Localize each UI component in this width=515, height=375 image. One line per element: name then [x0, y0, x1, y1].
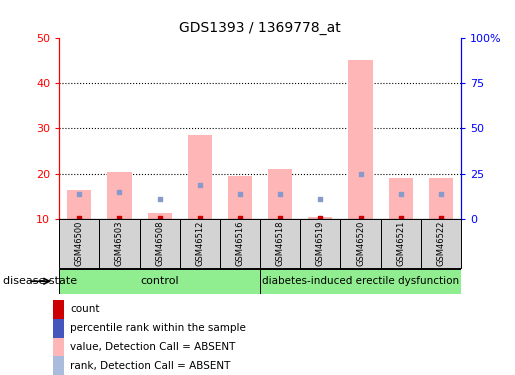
- Point: [156, 196, 164, 202]
- Point: [276, 191, 284, 197]
- Bar: [340, 219, 381, 268]
- Text: value, Detection Call = ABSENT: value, Detection Call = ABSENT: [70, 342, 235, 352]
- Text: GSM46521: GSM46521: [396, 221, 405, 266]
- Text: GSM46508: GSM46508: [155, 221, 164, 267]
- Point: [316, 216, 324, 222]
- Point: [276, 216, 284, 222]
- Point: [316, 196, 324, 202]
- Bar: [308, 217, 332, 219]
- Bar: [421, 219, 461, 268]
- Text: GSM46518: GSM46518: [276, 221, 285, 267]
- Text: rank, Detection Call = ABSENT: rank, Detection Call = ABSENT: [70, 361, 230, 370]
- Bar: [300, 219, 340, 268]
- Bar: [53, 300, 64, 319]
- Point: [356, 171, 365, 177]
- Bar: [260, 268, 461, 294]
- Text: GSM46512: GSM46512: [195, 221, 204, 266]
- Text: diabetes-induced erectile dysfunction: diabetes-induced erectile dysfunction: [262, 276, 459, 286]
- Point: [397, 191, 405, 197]
- Bar: [53, 319, 64, 338]
- Bar: [140, 219, 180, 268]
- Bar: [59, 219, 99, 268]
- Bar: [99, 219, 140, 268]
- Point: [75, 216, 83, 222]
- Text: percentile rank within the sample: percentile rank within the sample: [70, 323, 246, 333]
- Point: [115, 216, 124, 222]
- Point: [236, 216, 244, 222]
- Bar: [188, 135, 212, 219]
- Bar: [381, 219, 421, 268]
- Point: [437, 191, 445, 197]
- Bar: [180, 219, 220, 268]
- Bar: [148, 213, 171, 219]
- Point: [75, 191, 83, 197]
- Point: [196, 182, 204, 188]
- Bar: [268, 170, 292, 219]
- Bar: [59, 268, 260, 294]
- Bar: [67, 190, 91, 219]
- Title: GDS1393 / 1369778_at: GDS1393 / 1369778_at: [179, 21, 341, 35]
- Bar: [389, 178, 413, 219]
- Text: disease state: disease state: [3, 276, 77, 286]
- Bar: [228, 176, 252, 219]
- Bar: [220, 219, 260, 268]
- Bar: [53, 338, 64, 356]
- Point: [236, 191, 244, 197]
- Point: [196, 216, 204, 222]
- Text: GSM46522: GSM46522: [436, 221, 445, 266]
- Text: count: count: [70, 304, 99, 314]
- Point: [115, 189, 124, 195]
- Text: control: control: [140, 276, 179, 286]
- Bar: [260, 219, 300, 268]
- Point: [437, 216, 445, 222]
- Bar: [429, 178, 453, 219]
- Text: GSM46519: GSM46519: [316, 221, 325, 266]
- Point: [356, 216, 365, 222]
- Text: GSM46516: GSM46516: [235, 221, 245, 267]
- Text: GSM46500: GSM46500: [75, 221, 84, 266]
- Point: [156, 216, 164, 222]
- Point: [397, 216, 405, 222]
- Bar: [108, 172, 131, 219]
- Text: GSM46503: GSM46503: [115, 221, 124, 267]
- Bar: [349, 60, 372, 219]
- Bar: [53, 356, 64, 375]
- Text: GSM46520: GSM46520: [356, 221, 365, 266]
